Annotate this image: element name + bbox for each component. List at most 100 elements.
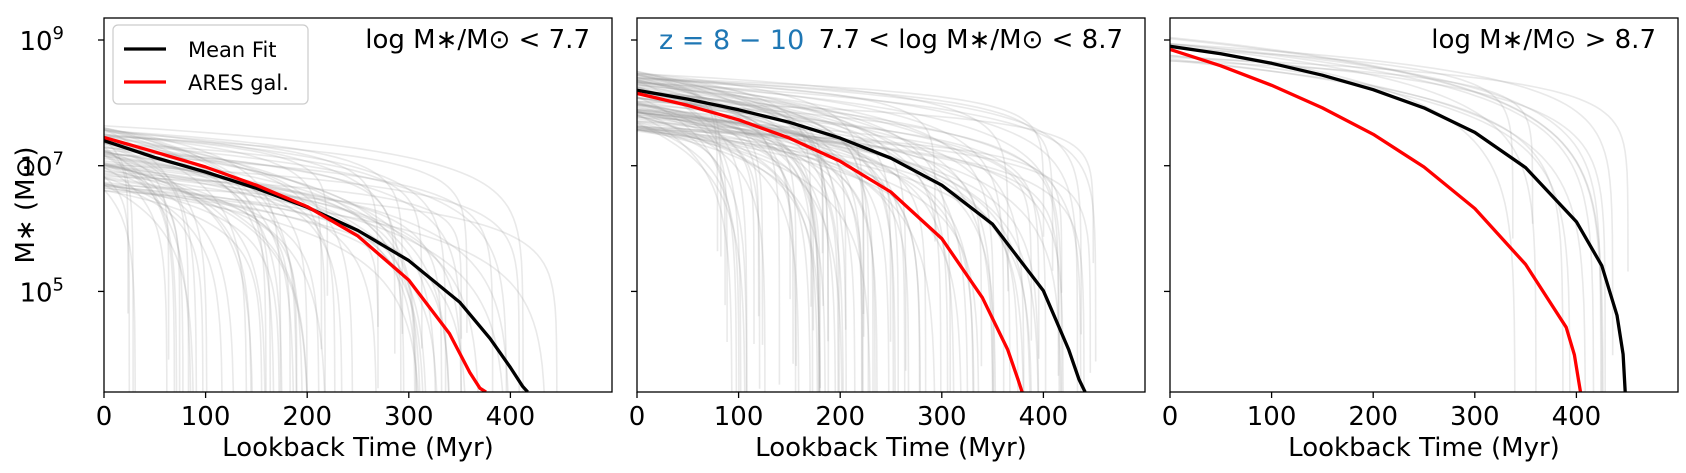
- posterior-track: [104, 142, 326, 392]
- posterior-track: [637, 121, 864, 392]
- posterior-track: [104, 127, 303, 392]
- posterior-track: [1170, 37, 1603, 392]
- posterior-track: [104, 127, 267, 392]
- posterior-track: [104, 144, 190, 392]
- posterior-track: [1170, 47, 1514, 239]
- posterior-track: [104, 129, 402, 392]
- posterior-track: [637, 85, 824, 306]
- posterior-track: [104, 127, 282, 392]
- posterior-track: [104, 151, 271, 392]
- posterior-track: [637, 95, 738, 392]
- posterior-track: [637, 129, 821, 389]
- posterior-track: [104, 146, 463, 392]
- posterior-track: [104, 133, 323, 350]
- posterior-track: [637, 121, 821, 392]
- posterior-track: [637, 103, 814, 392]
- posterior-track: [637, 128, 1033, 392]
- x-tick-label: 100: [1247, 402, 1297, 432]
- posterior-track: [637, 109, 899, 392]
- posterior-track: [637, 109, 1031, 392]
- posterior-track: [637, 106, 761, 389]
- posterior-track: [104, 176, 131, 392]
- posterior-track: [637, 127, 1060, 392]
- posterior-track: [637, 78, 936, 242]
- posterior-track: [104, 184, 438, 392]
- posterior-track: [637, 97, 829, 342]
- posterior-track: [104, 163, 520, 392]
- posterior-track: [104, 146, 417, 392]
- posterior-track: [637, 87, 837, 392]
- x-tick-label: 400: [1019, 402, 1069, 432]
- panel-title: log M∗/M⊙ > 8.7: [1431, 25, 1656, 55]
- series-ares-gal: [104, 135, 487, 392]
- posterior-track: [1170, 56, 1629, 272]
- y-tick-label: 109: [19, 23, 64, 57]
- posterior-track: [104, 186, 420, 392]
- x-tick-label: 400: [486, 402, 536, 432]
- posterior-track: [637, 90, 892, 342]
- x-axis-label: Lookback Time (Myr): [1288, 433, 1560, 463]
- posterior-track: [637, 81, 1097, 362]
- posterior-track: [1170, 59, 1564, 392]
- posterior-track: [637, 89, 865, 337]
- y-axis-label: M∗ (M⊙): [11, 147, 41, 264]
- series-ares-gal: [637, 91, 1024, 392]
- posterior-track: [637, 72, 865, 315]
- posterior-track: [637, 72, 1009, 292]
- posterior-track: [104, 170, 443, 392]
- posterior-track: [637, 110, 819, 392]
- posterior-track: [637, 74, 719, 252]
- posterior-track: [637, 70, 847, 392]
- posterior-track: [637, 110, 748, 392]
- redshift-annotation: z = 8 − 10: [659, 25, 804, 56]
- posterior-track: [637, 103, 1047, 392]
- posterior-track: [637, 81, 870, 392]
- posterior-track: [104, 154, 192, 392]
- posterior-track: [637, 97, 847, 330]
- posterior-track: [637, 83, 821, 392]
- posterior-track: [637, 128, 826, 392]
- posterior-track: [104, 164, 424, 392]
- posterior-track: [637, 79, 781, 385]
- x-tick-label: 300: [384, 402, 434, 432]
- posterior-track: [104, 173, 504, 392]
- series-ares-gal: [1170, 47, 1583, 392]
- posterior-track: [637, 100, 1095, 264]
- posterior-track: [637, 89, 942, 392]
- posterior-track: [637, 92, 1082, 392]
- posterior-track: [637, 73, 722, 257]
- posterior-track: [637, 82, 995, 392]
- x-axis-label: Lookback Time (Myr): [755, 433, 1027, 463]
- posterior-track: [637, 101, 820, 392]
- posterior-track: [104, 176, 223, 392]
- posterior-track: [104, 189, 263, 392]
- posterior-track: [637, 112, 839, 392]
- x-tick-label: 200: [815, 402, 865, 432]
- posterior-track: [104, 142, 423, 349]
- posterior-track: [637, 120, 983, 367]
- posterior-track: [104, 135, 421, 392]
- posterior-track: [104, 142, 208, 392]
- posterior-track: [104, 183, 558, 392]
- posterior-track: [1170, 44, 1537, 392]
- posterior-track: [104, 132, 295, 392]
- posterior-track: [637, 116, 921, 392]
- posterior-track: [104, 162, 416, 392]
- posterior-track: [637, 110, 755, 344]
- posterior-track: [637, 114, 974, 392]
- posterior-track: [637, 77, 1082, 335]
- posterior-track: [637, 74, 830, 392]
- posterior-track: [104, 153, 343, 392]
- posterior-track: [104, 130, 404, 334]
- posterior-track: [637, 73, 969, 392]
- posterior-track: [637, 78, 1054, 271]
- posterior-track: [104, 176, 320, 392]
- legend-label: ARES gal.: [188, 71, 289, 95]
- posterior-track: [104, 167, 308, 392]
- posterior-track: [104, 153, 176, 392]
- posterior-track: [637, 122, 740, 392]
- panel-1: 0 100 200 300 400 109 107 105 Lookback Time (Myr…: [11, 17, 613, 463]
- posterior-track: [104, 125, 524, 392]
- posterior-track: [1170, 54, 1586, 392]
